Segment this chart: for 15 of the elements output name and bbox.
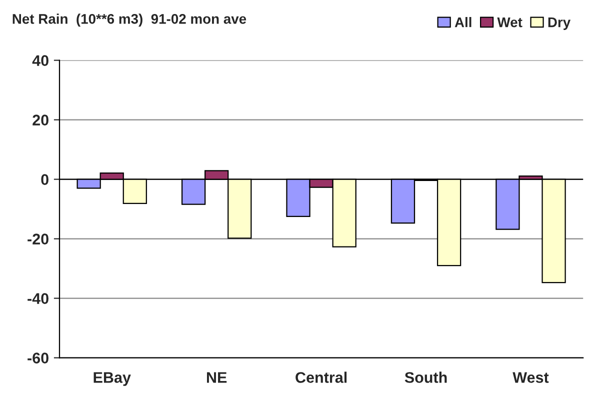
y-tick-label: 20: [32, 114, 48, 126]
legend-label: Wet: [497, 18, 522, 28]
x-tick-label: EBay: [94, 372, 131, 386]
y-tick-label: -40: [28, 293, 48, 304]
legend-label: Dry: [548, 18, 571, 30]
chart-title: Net Rain (10**6 m3) 91-02 mon ave: [12, 14, 246, 27]
x-tick-label: South: [404, 372, 447, 383]
x-tick-label: West: [512, 372, 549, 383]
y-tick-label: 0: [41, 174, 48, 185]
x-tick-label: Central: [296, 372, 347, 383]
y-tick-label: -60: [28, 352, 48, 364]
y-tick-label: 40: [32, 55, 48, 66]
x-tick-label: NE: [206, 372, 227, 383]
legend-label: All: [454, 17, 472, 28]
y-tick-label: -20: [28, 234, 48, 244]
